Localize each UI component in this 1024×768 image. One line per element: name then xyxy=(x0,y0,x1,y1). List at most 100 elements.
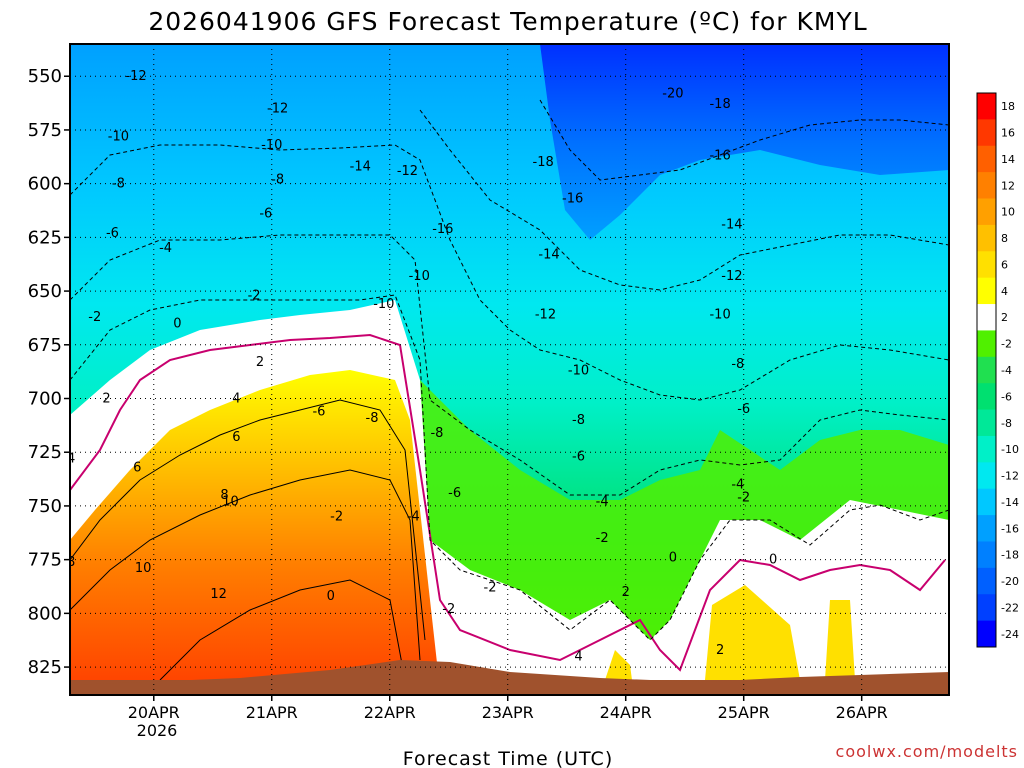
colorbar-label: -4 xyxy=(1001,364,1012,377)
contour-label: 0 xyxy=(769,553,777,568)
contour-label: -10 xyxy=(568,364,589,379)
colorbar-label: -14 xyxy=(1001,496,1019,509)
isotherm-minus-6 xyxy=(70,234,949,496)
y-tick-label: 650 xyxy=(28,281,62,302)
y-tick-label: 700 xyxy=(28,389,62,410)
colorbar-label: -18 xyxy=(1001,549,1019,562)
colorbar-swatch xyxy=(977,462,996,490)
colorbar-swatch xyxy=(977,145,996,173)
contour-label: -2 xyxy=(484,581,497,596)
contour-label: 10 xyxy=(135,561,152,576)
pressure-axis: 550 575 600 625 650 675 700 725 750 775 800 825 xyxy=(28,66,70,678)
contour-label: -6 xyxy=(448,486,461,501)
x-tick-label: 21APR xyxy=(246,703,298,722)
contour-label: 12 xyxy=(210,587,227,602)
colorbar-swatch xyxy=(977,224,996,252)
colorbar-swatch xyxy=(977,409,996,437)
colorbar-label: 10 xyxy=(1001,206,1015,219)
contour-label: -2 xyxy=(596,531,609,546)
colorbar-swatch xyxy=(977,277,996,305)
contour-labels: -12-10-8-6-4-2 0224466881010126-12-10-8-6… xyxy=(67,69,777,664)
colorbar-label: -6 xyxy=(1001,390,1012,403)
colorbar-label: 18 xyxy=(1001,100,1015,113)
warm-pocket-late xyxy=(705,585,800,680)
plot-frame xyxy=(69,43,950,696)
x-tick-label: 20APR xyxy=(128,703,180,722)
contour-label: -12 xyxy=(397,164,418,179)
colorbar-swatch xyxy=(977,435,996,463)
y-tick-label: 550 xyxy=(28,66,62,87)
plot-area: -12-10-8-6-4-2 0224466881010126-12-10-8-6… xyxy=(67,44,949,695)
contour-label: -12 xyxy=(721,269,742,284)
colorbar-label: 8 xyxy=(1001,232,1008,245)
colorbar-swatch xyxy=(977,515,996,542)
x-year-label: 2026 xyxy=(137,721,178,740)
y-tick-label: 750 xyxy=(28,496,62,517)
very-cold-upper-region xyxy=(540,44,949,240)
contour-label: -2 xyxy=(248,288,261,303)
contour-label: -2 xyxy=(442,602,455,617)
contour-label: 8 xyxy=(220,488,228,503)
contour-label: 8 xyxy=(67,555,75,570)
contour-label: 4 xyxy=(67,452,75,467)
contour-label: -8 xyxy=(271,172,284,187)
contour-label: 2 xyxy=(102,392,110,407)
contour-label: 10 xyxy=(222,495,239,510)
credit-link[interactable]: coolwx.com/modelts xyxy=(836,742,1018,761)
colorbar-swatch xyxy=(977,172,996,200)
contour-label: -16 xyxy=(562,192,583,207)
terrain-profile xyxy=(70,660,949,695)
x-tick-label: 22APR xyxy=(364,703,416,722)
x-tick-label: 23APR xyxy=(482,703,534,722)
contour-label: 2 xyxy=(716,643,724,658)
colorbar-swatch xyxy=(977,93,996,120)
chart-title: 2026041906 GFS Forecast Temperature (ºC)… xyxy=(148,7,867,36)
contour-label: -8 xyxy=(731,357,744,372)
colorbar-label: 4 xyxy=(1001,285,1008,298)
contour-label: -16 xyxy=(709,149,730,164)
colorbar-label: -20 xyxy=(1001,575,1019,588)
isotherm-minus-2 xyxy=(70,294,949,641)
colorbar-swatch xyxy=(977,567,996,595)
colorbar-label: -16 xyxy=(1001,522,1019,535)
contour-label: 0 xyxy=(669,550,677,565)
contour-label: -4 xyxy=(159,241,172,256)
colorbar-swatch xyxy=(977,119,996,147)
contour-label: -14 xyxy=(721,217,742,232)
colorbar-legend: 18 16 14 12 10 8 6 4 2 -2 -4 -6 -8 -10 -12 -14 -16 -18 -20… xyxy=(976,92,1019,648)
contour-label: 6 xyxy=(133,460,141,475)
contour-label: -14 xyxy=(538,248,559,263)
contour-label: 0 xyxy=(173,316,181,331)
colorbar-swatch xyxy=(977,356,996,384)
y-tick-label: 575 xyxy=(28,120,62,141)
contour-label: -10 xyxy=(108,129,129,144)
contour-label: -16 xyxy=(432,222,453,237)
contour-label: -6 xyxy=(312,404,325,419)
colorbar-label: -12 xyxy=(1001,470,1019,483)
colorbar-label: 2 xyxy=(1001,311,1008,324)
colorbar-swatch xyxy=(977,594,996,622)
warm-pocket-late-2 xyxy=(825,600,855,680)
y-tick-label: 775 xyxy=(28,550,62,571)
contour-label: -10 xyxy=(261,138,282,153)
contour-label: 4 xyxy=(574,649,582,664)
contour-label: -4 xyxy=(407,510,420,525)
contour-label: -2 xyxy=(88,310,101,325)
contour-label: -12 xyxy=(267,101,288,116)
colorbar-frame xyxy=(976,92,997,648)
contour-label: -20 xyxy=(662,86,683,101)
contour-label: -8 xyxy=(112,177,125,192)
x-tick-label: 25APR xyxy=(718,703,770,722)
contour-label: -2 xyxy=(737,490,750,505)
colorbar-swatch xyxy=(977,330,996,358)
contour-label: -6 xyxy=(259,207,272,222)
freezing-isotherm xyxy=(70,333,946,672)
x-axis-label: Forecast Time (UTC) xyxy=(403,748,613,768)
colorbar-swatch xyxy=(977,251,996,279)
contour-label: 2 xyxy=(256,355,264,370)
colorbar-label: 14 xyxy=(1001,153,1015,166)
contour-label: 0 xyxy=(327,589,335,604)
x-tick-label: 26APR xyxy=(836,703,888,722)
y-tick-label: 600 xyxy=(28,174,62,195)
